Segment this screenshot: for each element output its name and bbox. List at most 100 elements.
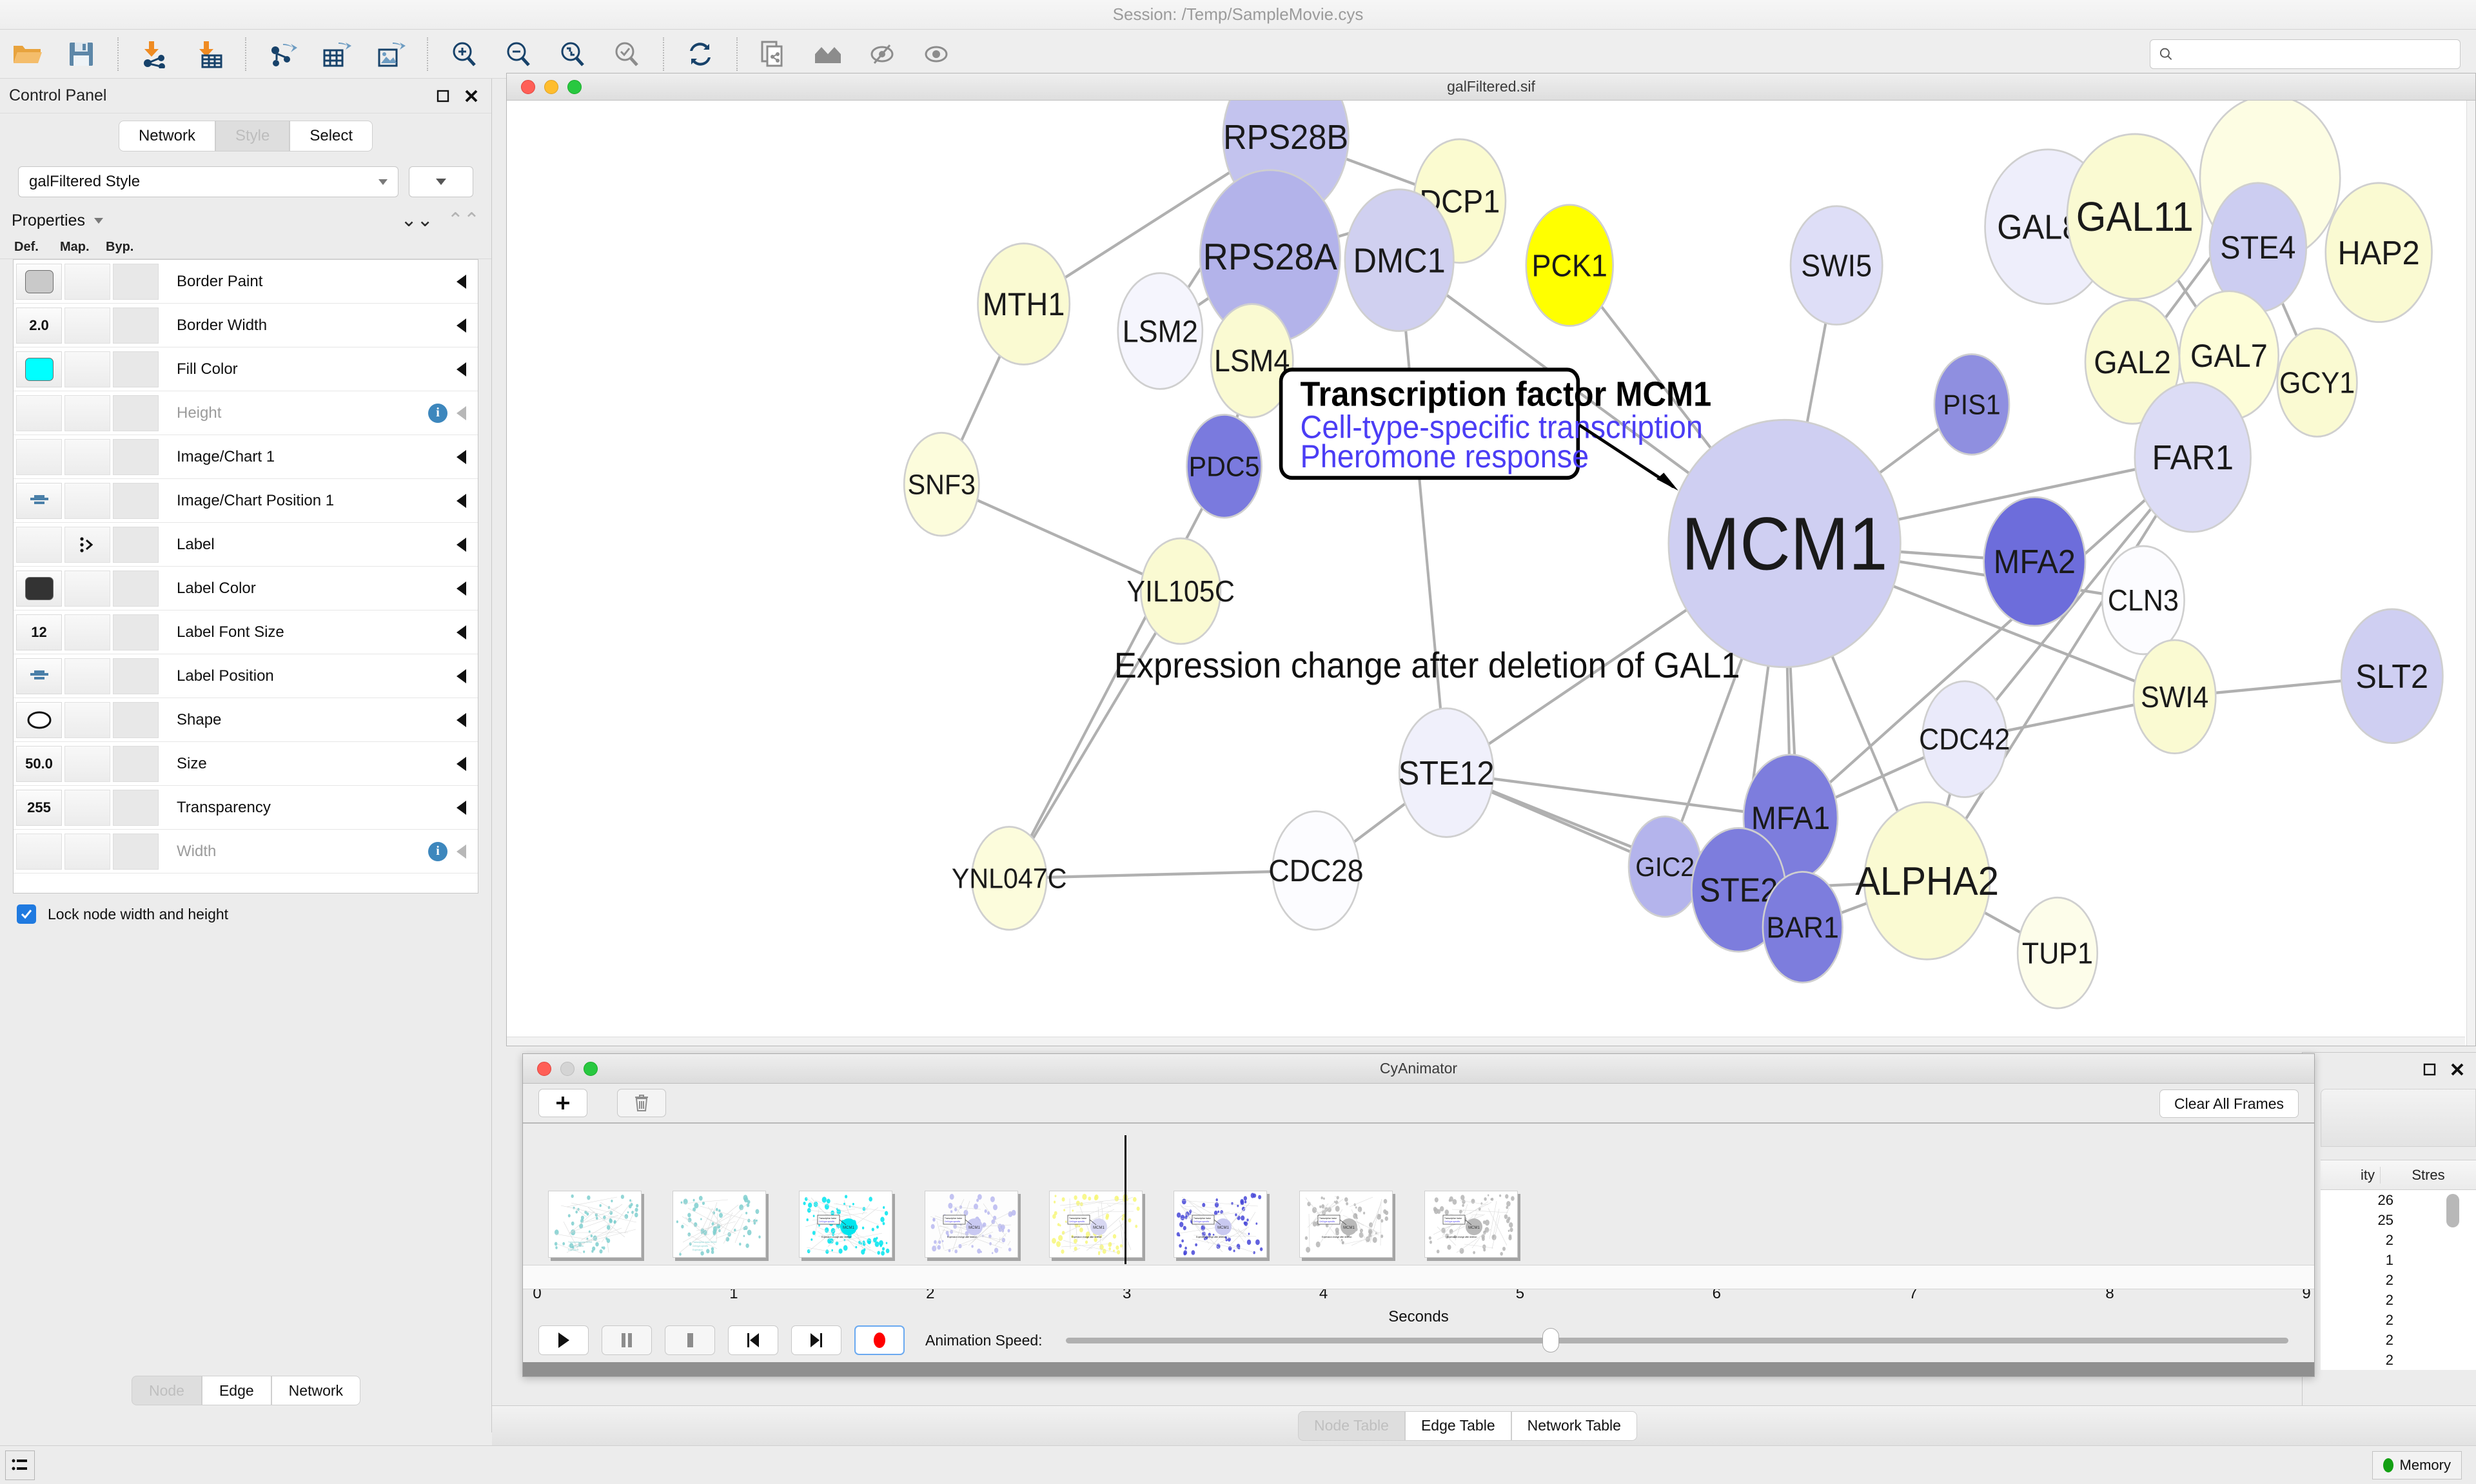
network-node[interactable]: STE4 [2208, 182, 2308, 313]
first-neighbors-icon[interactable] [801, 34, 855, 74]
property-row[interactable]: 12 Label Font Size [14, 610, 478, 654]
slider-knob[interactable] [1542, 1328, 1560, 1352]
close-icon[interactable] [460, 85, 482, 107]
chevron-down-icon[interactable] [93, 217, 103, 224]
property-default-cell[interactable] [16, 833, 62, 870]
tab-network-table[interactable]: Network Table [1511, 1411, 1637, 1441]
property-default-cell[interactable] [16, 438, 62, 475]
tab-node-table[interactable]: Node Table [1298, 1411, 1405, 1441]
expand-arrow-icon[interactable] [457, 581, 466, 596]
expand-arrow-icon[interactable] [457, 537, 466, 552]
property-default-cell[interactable] [16, 351, 62, 387]
col-stress[interactable]: Stres [2380, 1166, 2476, 1184]
property-mapping-cell[interactable] [64, 833, 110, 870]
network-node[interactable]: CDC42 [1919, 680, 2010, 798]
lock-node-size-checkbox[interactable] [17, 904, 36, 924]
property-bypass-cell[interactable] [113, 614, 159, 650]
expand-arrow-icon[interactable] [457, 405, 466, 420]
property-mapping-cell[interactable] [64, 658, 110, 694]
network-node[interactable]: PCK1 [1525, 204, 1614, 327]
property-row[interactable]: Image/Chart Position 1 [14, 479, 478, 523]
info-icon[interactable]: i [428, 841, 447, 861]
table-row[interactable]: 2 [2385, 1232, 2393, 1248]
property-row[interactable]: 255 Transparency [14, 786, 478, 830]
clear-all-frames-button[interactable]: Clear All Frames [2159, 1089, 2299, 1118]
zoom-in-icon[interactable] [437, 34, 491, 74]
expand-arrow-icon[interactable] [457, 493, 466, 508]
table-row[interactable]: 25 [2377, 1212, 2393, 1228]
network-node[interactable]: DMC1 [1344, 188, 1455, 332]
open-folder-icon[interactable] [0, 34, 54, 74]
expand-arrow-icon[interactable] [457, 274, 466, 289]
timeline-frame[interactable]: MCM1 Transcription factor Cell-type-specif… [1424, 1191, 1518, 1258]
network-node[interactable]: MCM1 [1667, 418, 1901, 669]
export-network-icon[interactable] [255, 34, 310, 74]
expand-arrow-icon[interactable] [457, 756, 466, 771]
property-default-cell[interactable]: 50.0 [16, 745, 62, 782]
network-horizontal-scrollbar[interactable] [507, 1037, 2465, 1046]
record-button[interactable] [854, 1325, 905, 1355]
property-row[interactable]: Border Paint [14, 260, 478, 304]
tab-edge[interactable]: Edge [201, 1376, 271, 1405]
style-select[interactable]: galFiltered Style [18, 166, 398, 197]
minimize-button[interactable] [560, 1061, 575, 1076]
annotation-box[interactable]: Transcription factor MCM1Cell-type-speci… [1279, 367, 1712, 480]
property-default-cell[interactable] [16, 526, 62, 563]
property-default-cell[interactable] [16, 395, 62, 431]
collapse-all-icon[interactable]: ⌃⌃ [447, 210, 480, 231]
save-icon[interactable] [54, 34, 108, 74]
property-bypass-cell[interactable] [113, 438, 159, 475]
network-node[interactable]: SWI5 [1789, 205, 1883, 326]
property-mapping-cell[interactable] [64, 438, 110, 475]
tab-node[interactable]: Node [131, 1376, 202, 1405]
maximize-icon[interactable] [2423, 1063, 2436, 1079]
network-node[interactable]: GAL11 [2066, 133, 2204, 300]
table-row[interactable]: 2 [2385, 1272, 2393, 1288]
import-network-icon[interactable] [128, 34, 182, 74]
zoom-fit-icon[interactable] [545, 34, 600, 74]
hide-selected-icon[interactable] [855, 34, 909, 74]
zoom-selected-icon[interactable] [600, 34, 654, 74]
table-row[interactable]: 2 [2385, 1312, 2393, 1328]
network-node[interactable]: YIL105C [1126, 537, 1235, 645]
network-node[interactable]: GCY1 [2276, 327, 2358, 438]
table-vertical-scrollbar[interactable] [2446, 1194, 2459, 1227]
property-mapping-cell[interactable] [64, 395, 110, 431]
network-caption[interactable]: Expression change after deletion of GAL1 [1114, 645, 1740, 685]
property-bypass-cell[interactable] [113, 351, 159, 387]
network-node[interactable]: FAR1 [2134, 382, 2252, 533]
col-centrality[interactable]: ity [2361, 1166, 2375, 1183]
property-mapping-cell[interactable] [64, 570, 110, 607]
property-row[interactable]: Label [14, 523, 478, 567]
network-node[interactable]: SLT2 [2340, 608, 2444, 745]
property-bypass-cell[interactable] [113, 482, 159, 519]
timeline-frame[interactable]: Transcription factor MCM1 Cell-type-speci… [547, 1191, 642, 1258]
property-bypass-cell[interactable] [113, 658, 159, 694]
tab-style[interactable]: Style [215, 121, 290, 151]
edge[interactable] [1925, 456, 2194, 882]
close-icon[interactable] [2450, 1062, 2464, 1080]
property-bypass-cell[interactable] [113, 789, 159, 826]
property-row[interactable]: Label Position [14, 654, 478, 698]
network-node[interactable]: ALPHA2 [1855, 801, 1999, 961]
maximize-button[interactable] [567, 79, 582, 94]
stop-button[interactable] [665, 1325, 715, 1355]
network-node[interactable]: LSM4 [1210, 303, 1294, 418]
network-node[interactable]: GAL2 [2084, 299, 2181, 425]
import-table-icon[interactable] [182, 34, 236, 74]
property-default-cell[interactable] [16, 658, 62, 694]
close-button[interactable] [521, 79, 535, 94]
expand-all-icon[interactable]: ⌄⌄ [400, 210, 433, 231]
property-mapping-cell[interactable] [64, 263, 110, 300]
network-node[interactable]: RPS28A [1199, 169, 1341, 344]
maximize-button[interactable] [584, 1061, 598, 1076]
network-node[interactable]: LSM2 [1117, 272, 1204, 390]
network-node[interactable]: BAR1 [1762, 870, 1843, 984]
table-row[interactable]: 2 [2385, 1352, 2393, 1368]
timeline-frame[interactable]: MCM1 Transcription factor Cell-type-specif… [1173, 1191, 1267, 1258]
property-row[interactable]: 50.0 Size [14, 742, 478, 786]
minimize-button[interactable] [544, 79, 558, 94]
property-mapping-cell[interactable] [64, 614, 110, 650]
expand-arrow-icon[interactable] [457, 844, 466, 859]
new-network-icon[interactable] [747, 34, 801, 74]
